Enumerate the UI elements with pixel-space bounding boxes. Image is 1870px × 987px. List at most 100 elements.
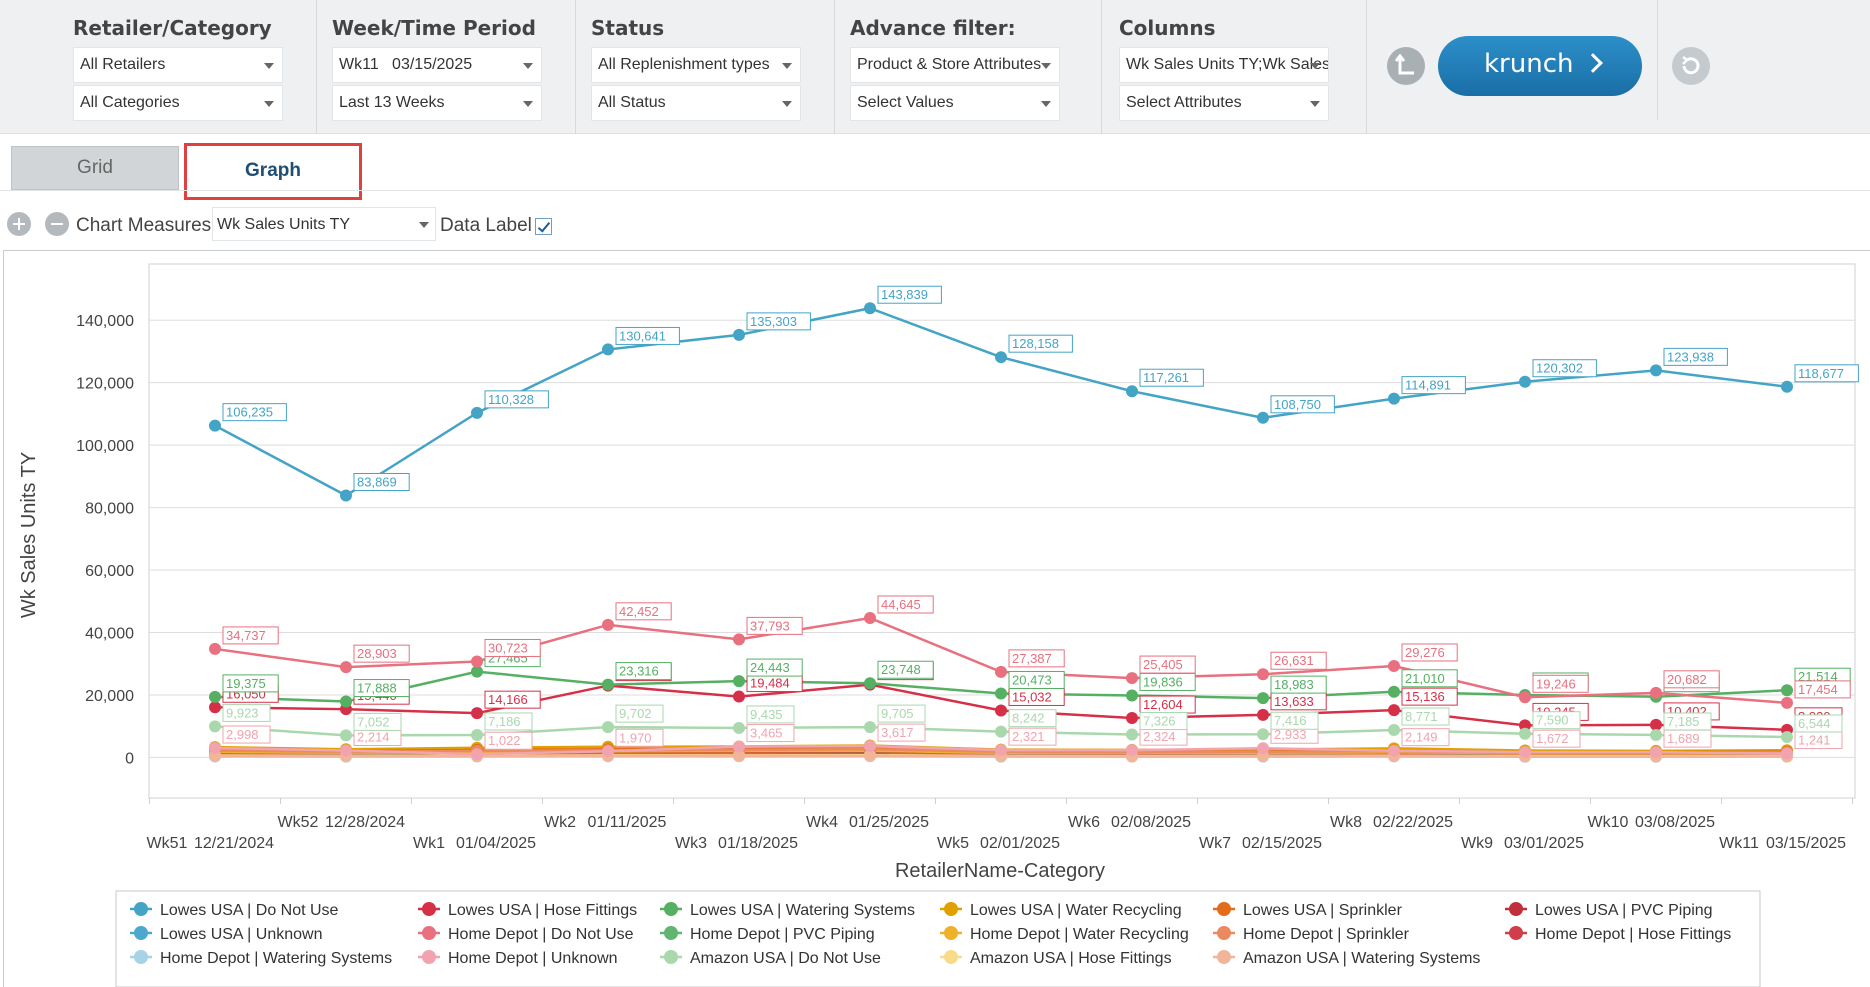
data-point	[1519, 691, 1531, 704]
filter-retailer-category: Retailer/Category All Retailers All Cate…	[63, 0, 317, 134]
data-point	[602, 618, 614, 631]
data-label-box	[877, 660, 934, 679]
data-label-text: Data Label	[440, 215, 532, 236]
chart-measures-select[interactable]: Wk Sales Units TY	[212, 207, 436, 241]
legend-swatch	[664, 926, 678, 940]
data-label-box	[484, 390, 549, 409]
x-tick-week: Wk52	[278, 814, 319, 831]
data-label: 2,998	[226, 727, 259, 742]
values-select-value: Select Values	[857, 94, 954, 111]
data-label: 20,682	[1667, 672, 1707, 687]
data-point	[864, 721, 876, 734]
data-label: 130,641	[619, 328, 666, 343]
y-tick-label: 60,000	[85, 563, 134, 580]
data-point	[1650, 364, 1662, 377]
filter-columns: Columns Wk Sales Units TY;Wk Sales Selec…	[1109, 0, 1367, 134]
legend-entry: Lowes USA | Water Recycling	[970, 902, 1182, 919]
data-point	[209, 642, 221, 655]
chart-measures-value: Wk Sales Units TY	[217, 216, 351, 233]
data-label: 128,158	[1012, 336, 1059, 351]
corner-arrow-icon[interactable]	[1387, 47, 1425, 85]
x-tick-week: Wk2	[544, 814, 576, 831]
legend-entry: Home Depot | PVC Piping	[690, 926, 875, 943]
data-point	[1781, 380, 1793, 393]
select-attributes[interactable]: Select Attributes	[1119, 85, 1329, 121]
columns-select-value: Wk Sales Units TY;Wk Sales	[1126, 56, 1329, 73]
category-select[interactable]: All Categories	[73, 85, 283, 121]
data-label-box	[222, 403, 287, 422]
x-tick-date: 02/01/2025	[980, 835, 1060, 852]
data-point	[340, 661, 352, 674]
x-tick-week: Wk7	[1199, 835, 1231, 852]
krunch-button[interactable]: krunch	[1438, 36, 1642, 96]
data-point	[1388, 392, 1400, 405]
replenishment-select[interactable]: All Replenishment types	[591, 47, 801, 83]
data-label-box	[1401, 669, 1458, 688]
data-label-box	[484, 731, 533, 750]
data-label-box	[615, 326, 680, 345]
refresh-icon[interactable]	[1672, 47, 1710, 85]
data-point	[340, 729, 352, 742]
data-label-box	[1663, 347, 1728, 366]
legend-swatch	[134, 902, 148, 916]
data-point	[1126, 385, 1138, 398]
tab-grid[interactable]: Grid	[11, 146, 179, 190]
filter-status: Status All Replenishment types All Statu…	[581, 0, 835, 134]
minus-circle-icon[interactable]	[45, 212, 69, 236]
tab-graph[interactable]: Graph	[184, 143, 362, 200]
retailer-select[interactable]: All Retailers	[73, 47, 283, 83]
chevron-right-icon	[1583, 53, 1603, 73]
data-label: 108,750	[1274, 397, 1321, 412]
data-point	[1126, 744, 1138, 757]
values-select[interactable]: Select Values	[850, 85, 1060, 121]
data-point	[1650, 686, 1662, 699]
caret-down-icon	[782, 63, 792, 69]
data-label: 8,242	[1012, 711, 1045, 726]
period-select[interactable]: Last 13 Weeks	[332, 85, 542, 121]
data-point	[1388, 659, 1400, 672]
data-label-box	[615, 704, 664, 723]
data-label: 9,702	[619, 706, 652, 721]
data-point	[1126, 728, 1138, 741]
x-tick-date: 12/28/2024	[325, 814, 405, 831]
data-label: 21,010	[1405, 671, 1445, 686]
data-label: 17,454	[1798, 682, 1838, 697]
data-point	[995, 744, 1007, 757]
x-tick-date: 01/25/2025	[849, 814, 929, 831]
x-tick-week: Wk1	[413, 835, 445, 852]
legend-swatch	[1217, 950, 1231, 964]
data-label-box	[1139, 712, 1188, 731]
data-label: 27,387	[1012, 651, 1052, 666]
data-point	[733, 721, 745, 734]
data-label: 1,689	[1667, 731, 1700, 746]
data-label: 28,903	[357, 646, 397, 661]
filter-title: Retailer/Category	[73, 16, 272, 40]
attributes-select[interactable]: Product & Store Attributes	[850, 47, 1060, 83]
columns-select[interactable]: Wk Sales Units TY;Wk Sales	[1119, 47, 1329, 83]
week-select[interactable]: Wk11 03/15/2025	[332, 47, 542, 83]
data-label-box	[484, 690, 541, 709]
data-point	[995, 351, 1007, 364]
data-label-checkbox[interactable]	[535, 218, 552, 235]
y-tick-label: 20,000	[85, 688, 134, 705]
data-point	[1126, 672, 1138, 685]
retailer-select-value: All Retailers	[80, 56, 166, 73]
data-label-box	[1270, 675, 1327, 694]
y-tick-label: 120,000	[76, 376, 134, 393]
data-label: 12,604	[1143, 697, 1183, 712]
x-tick-week: Wk51	[147, 835, 188, 852]
data-label: 42,452	[619, 604, 659, 619]
legend-entry: Home Depot | Unknown	[448, 950, 618, 967]
y-axis-title: Wk Sales Units TY	[18, 452, 40, 618]
data-point	[602, 745, 614, 758]
status-select[interactable]: All Status	[591, 85, 801, 121]
data-point	[733, 328, 745, 341]
data-label: 19,375	[226, 676, 266, 691]
data-label-box	[353, 472, 410, 491]
data-label-box	[1532, 359, 1597, 378]
data-label-box	[746, 705, 795, 724]
data-label-box	[1008, 334, 1073, 353]
plus-circle-icon[interactable]	[7, 212, 31, 236]
data-point	[340, 744, 352, 757]
data-point	[1650, 728, 1662, 741]
